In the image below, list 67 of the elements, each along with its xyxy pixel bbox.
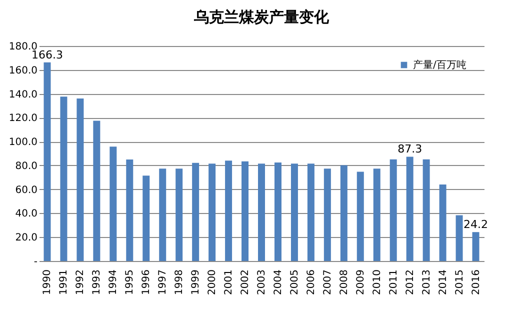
bar bbox=[258, 164, 265, 261]
x-tick-label: 2011 bbox=[388, 270, 400, 295]
bar bbox=[76, 98, 84, 261]
x-tick-label: 1995 bbox=[124, 270, 136, 295]
bar bbox=[142, 176, 150, 261]
x-tick-label: 2013 bbox=[421, 270, 432, 295]
x-tick-label: 2016 bbox=[470, 270, 482, 295]
x-tick-label: 2007 bbox=[322, 270, 334, 295]
x-tick-label: 2000 bbox=[207, 270, 218, 295]
y-tick-label: 20.0 bbox=[15, 232, 38, 244]
bar bbox=[422, 159, 430, 261]
bar bbox=[192, 162, 200, 261]
bar bbox=[274, 162, 282, 261]
x-tick-label: 2006 bbox=[306, 270, 317, 295]
bar bbox=[324, 168, 331, 261]
y-tick-label: 100.0 bbox=[8, 137, 38, 148]
y-tick-label: 160.0 bbox=[8, 65, 38, 76]
y-tick-label: 140.0 bbox=[8, 89, 38, 100]
y-tick-label: 60.0 bbox=[15, 184, 38, 196]
bar bbox=[93, 120, 100, 261]
x-tick-label: 2002 bbox=[240, 270, 252, 295]
x-tick-label: 1998 bbox=[174, 270, 186, 295]
x-tick-label: 1991 bbox=[58, 270, 70, 295]
x-tick-label: 2009 bbox=[355, 270, 366, 295]
x-tick-label: 1996 bbox=[141, 270, 152, 295]
bar bbox=[373, 168, 380, 261]
bar bbox=[307, 164, 314, 261]
x-tick-label: 1994 bbox=[108, 270, 120, 295]
x-tick-label: 2005 bbox=[289, 270, 300, 295]
bar bbox=[439, 184, 446, 261]
x-tick-label: 2001 bbox=[224, 270, 235, 295]
x-tick-label: 2012 bbox=[404, 270, 416, 295]
x-tick-label: 1990 bbox=[42, 270, 54, 295]
bar bbox=[290, 164, 298, 261]
x-tick-label: 1993 bbox=[92, 270, 103, 295]
x-tick-label: 1999 bbox=[190, 270, 202, 295]
legend-label: 产量/百万吨 bbox=[413, 59, 466, 71]
bar bbox=[406, 156, 414, 261]
x-tick-label: 1997 bbox=[158, 270, 169, 295]
x-tick-label: 2015 bbox=[454, 270, 466, 295]
bar bbox=[242, 161, 249, 261]
bar bbox=[225, 160, 232, 261]
x-tick-label: 2010 bbox=[372, 270, 383, 295]
data-label: 24.2 bbox=[464, 218, 488, 232]
bar bbox=[340, 165, 348, 261]
bar bbox=[44, 62, 51, 261]
x-tick-label: 2004 bbox=[272, 270, 284, 295]
bar bbox=[208, 164, 216, 261]
bar bbox=[456, 215, 463, 261]
bar bbox=[472, 232, 480, 261]
x-tick-label: 1992 bbox=[75, 270, 86, 295]
x-tick-label: 2014 bbox=[438, 270, 449, 295]
bar bbox=[110, 146, 117, 261]
y-tick-label: 40.0 bbox=[15, 208, 38, 220]
y-tick-label: - bbox=[34, 256, 38, 268]
bar bbox=[356, 172, 364, 261]
bar bbox=[390, 159, 397, 261]
chart-title: 乌克兰煤炭产量变化 bbox=[193, 8, 330, 26]
y-tick-label: 120.0 bbox=[8, 113, 38, 124]
bar bbox=[176, 168, 183, 261]
bar bbox=[60, 96, 68, 261]
bar bbox=[159, 168, 166, 261]
data-label: 87.3 bbox=[398, 142, 422, 156]
y-tick-label: 80.0 bbox=[15, 160, 38, 172]
x-tick-label: 2008 bbox=[338, 270, 350, 295]
bar bbox=[126, 159, 134, 261]
x-tick-label: 2003 bbox=[256, 270, 268, 295]
